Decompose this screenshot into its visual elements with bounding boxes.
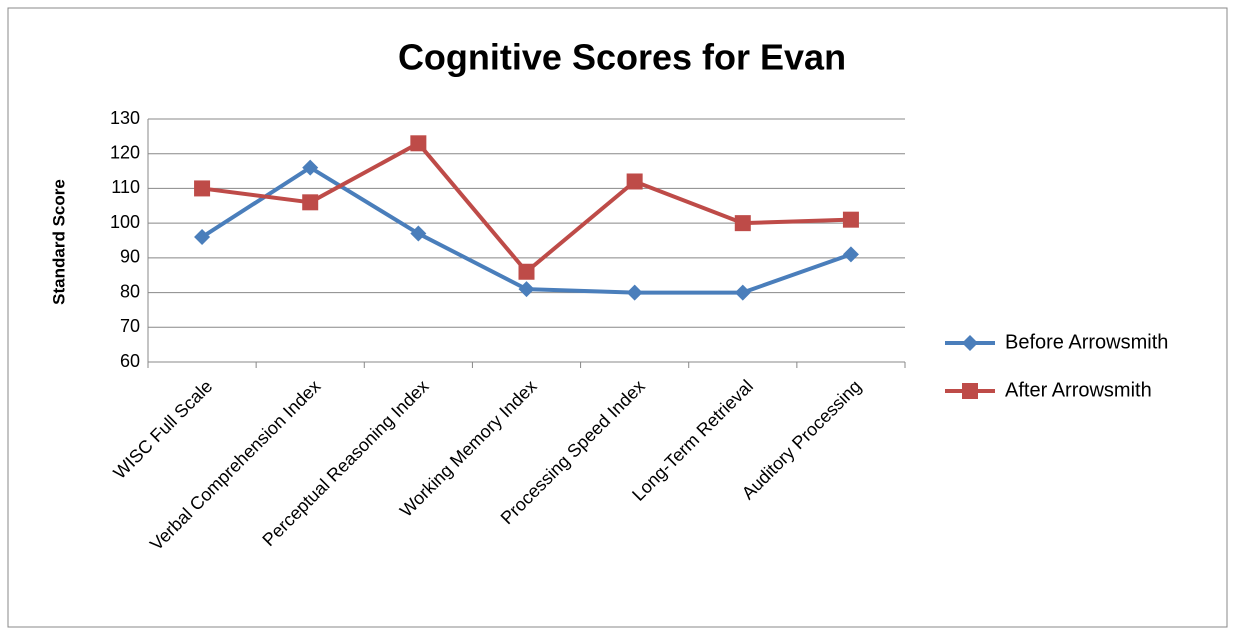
- data-point: [842, 211, 859, 228]
- data-point: [626, 284, 643, 301]
- y-tick-label: 120: [110, 142, 140, 162]
- data-point: [302, 159, 319, 176]
- y-tick-label: 80: [120, 281, 140, 301]
- data-point: [518, 263, 535, 280]
- data-point: [410, 225, 427, 242]
- data-point: [842, 246, 859, 263]
- data-point: [410, 135, 427, 152]
- legend-label: After Arrowsmith: [1005, 379, 1152, 401]
- legend-marker: [962, 383, 978, 399]
- chart-title: Cognitive Scores for Evan: [398, 37, 846, 78]
- y-tick-label: 100: [110, 212, 140, 232]
- y-tick-label: 110: [111, 177, 140, 197]
- chart-border: [7, 7, 1228, 628]
- data-point: [626, 173, 643, 190]
- data-point: [302, 194, 319, 211]
- y-tick-label: 130: [110, 108, 140, 128]
- data-point: [518, 281, 535, 298]
- y-tick-label: 90: [120, 247, 140, 267]
- data-point: [194, 229, 211, 246]
- data-point: [734, 284, 751, 301]
- data-point: [194, 180, 211, 197]
- y-tick-label: 60: [120, 351, 140, 371]
- y-axis-label: Standard Score: [49, 179, 68, 305]
- legend-marker: [962, 335, 978, 351]
- y-tick-label: 70: [120, 316, 140, 336]
- data-point: [734, 215, 751, 232]
- legend-label: Before Arrowsmith: [1005, 331, 1168, 353]
